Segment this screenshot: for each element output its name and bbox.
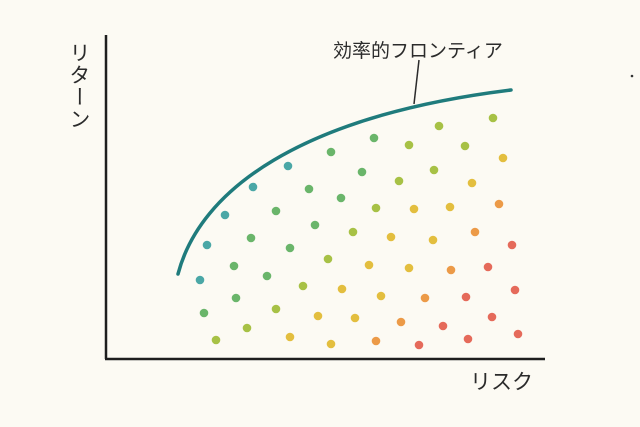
portfolio-dot	[369, 133, 379, 143]
portfolio-dot	[371, 336, 381, 346]
portfolio-dot	[323, 254, 333, 264]
portfolio-dot	[337, 284, 347, 294]
portfolio-dot	[429, 165, 439, 175]
portfolio-dot	[326, 339, 336, 349]
frontier-curve	[176, 88, 513, 276]
portfolio-dot	[396, 317, 406, 327]
portfolio-dot	[428, 235, 438, 245]
portfolio-dot	[298, 281, 308, 291]
portfolio-dot	[510, 285, 520, 295]
portfolio-dot	[420, 293, 430, 303]
portfolio-dot	[229, 261, 239, 271]
portfolio-dot	[460, 141, 470, 151]
portfolio-dot	[336, 193, 346, 203]
portfolio-dot	[262, 271, 272, 281]
portfolio-dot	[202, 240, 212, 250]
portfolio-dot	[285, 243, 295, 253]
frontier-label: 効率的フロンティア	[333, 40, 503, 62]
portfolio-dot	[434, 121, 444, 131]
portfolio-dot	[507, 240, 517, 250]
portfolio-dot	[195, 275, 205, 285]
portfolio-dot	[271, 206, 281, 216]
portfolio-dot	[271, 304, 281, 314]
portfolio-dot	[246, 233, 256, 243]
portfolio-dot	[498, 153, 508, 163]
stray-dot	[630, 74, 634, 78]
portfolio-dot	[199, 308, 209, 318]
portfolio-dot	[350, 313, 360, 323]
portfolio-dot	[445, 202, 455, 212]
portfolio-dot	[463, 334, 473, 344]
frontier-label-leader	[413, 59, 420, 105]
portfolio-dot	[404, 140, 414, 150]
portfolio-dot	[376, 291, 386, 301]
portfolio-dot	[494, 199, 504, 209]
portfolio-dot	[513, 329, 523, 339]
portfolio-dot	[231, 293, 241, 303]
portfolio-dot	[220, 210, 230, 220]
x-axis-label: リスク	[470, 370, 533, 394]
portfolio-dot	[394, 176, 404, 186]
portfolio-dot	[248, 182, 258, 192]
portfolio-dot	[348, 227, 358, 237]
portfolio-dot	[357, 167, 367, 177]
portfolio-dot	[438, 321, 448, 331]
portfolio-dot	[304, 184, 314, 194]
portfolio-dot	[313, 311, 323, 321]
portfolio-dot	[488, 113, 498, 123]
portfolio-dot	[461, 292, 471, 302]
portfolio-dot	[371, 203, 381, 213]
portfolio-dot	[283, 161, 293, 171]
portfolio-dot	[364, 260, 374, 270]
portfolio-dot	[409, 204, 419, 214]
portfolio-dot	[414, 340, 424, 350]
y-axis-label: リターン	[67, 42, 91, 130]
portfolio-dot	[242, 323, 252, 333]
portfolio-dot	[386, 232, 396, 242]
portfolio-dots	[195, 113, 523, 350]
portfolio-dot	[404, 263, 414, 273]
portfolio-dot	[326, 147, 336, 157]
portfolio-dot	[310, 220, 320, 230]
portfolio-dot	[446, 265, 456, 275]
portfolio-dot	[487, 312, 497, 322]
portfolio-dot	[285, 332, 295, 342]
portfolio-dot	[211, 335, 221, 345]
portfolio-dot	[483, 262, 493, 272]
portfolio-dot	[470, 227, 480, 237]
portfolio-dot	[467, 178, 477, 188]
